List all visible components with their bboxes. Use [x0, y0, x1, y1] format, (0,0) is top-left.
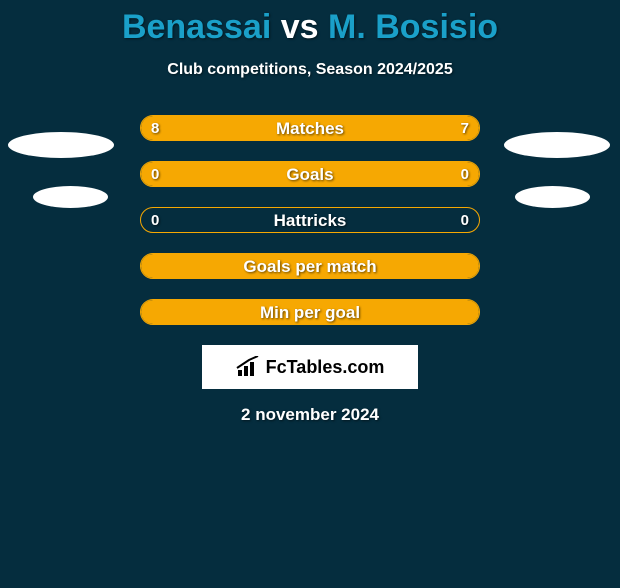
logo-box: FcTables.com — [202, 345, 418, 389]
stat-bar: Min per goal — [140, 299, 480, 325]
stat-row: Goals per match — [0, 253, 620, 281]
stat-bar: Goals per match — [140, 253, 480, 279]
stat-row: Goals0 0 — [0, 161, 620, 189]
subtitle: Club competitions, Season 2024/2025 — [0, 61, 620, 79]
decorative-ellipse — [33, 186, 108, 208]
stat-bar: Goals0 0 — [140, 161, 480, 187]
stat-value-left: 0 — [151, 162, 159, 187]
stat-bar: Matches8 7 — [140, 115, 480, 141]
date-text: 2 november 2024 — [0, 405, 620, 425]
player2-name: M. Bosisio — [328, 8, 498, 46]
stat-value-left: 0 — [151, 208, 159, 233]
stat-value-left: 8 — [151, 116, 159, 141]
stat-label: Goals per match — [141, 254, 479, 279]
stat-label: Matches — [141, 116, 479, 141]
stat-bar: Hattricks0 0 — [140, 207, 480, 233]
stat-row: Hattricks0 0 — [0, 207, 620, 235]
vs-word: vs — [281, 8, 319, 46]
stat-value-right: 0 — [461, 208, 469, 233]
stat-label: Goals — [141, 162, 479, 187]
stat-value-right: 0 — [461, 162, 469, 187]
stat-value-right: 7 — [461, 116, 469, 141]
decorative-ellipse — [515, 186, 590, 208]
page-title: Benassai vs M. Bosisio — [0, 8, 620, 47]
player1-name: Benassai — [122, 8, 271, 46]
chart-icon — [236, 356, 260, 378]
stat-label: Hattricks — [141, 208, 479, 233]
logo-text: FcTables.com — [266, 357, 385, 378]
stat-row: Min per goal — [0, 299, 620, 327]
stat-row: Matches8 7 — [0, 115, 620, 143]
stat-label: Min per goal — [141, 300, 479, 325]
